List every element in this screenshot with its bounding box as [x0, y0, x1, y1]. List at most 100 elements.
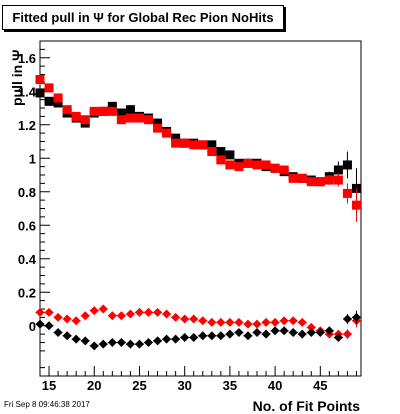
data-point-diamond: [243, 319, 253, 329]
data-point-diamond: [243, 331, 253, 341]
data-point-square: [53, 93, 63, 103]
data-points-group: [35, 74, 361, 351]
data-point-diamond: [144, 338, 154, 347]
data-point-diamond: [53, 327, 63, 337]
data-point-diamond: [44, 321, 54, 331]
data-point-diamond: [297, 329, 307, 339]
data-point-square: [116, 108, 126, 118]
data-point-diamond: [107, 311, 117, 321]
data-point-square: [171, 133, 181, 143]
data-point-square: [153, 118, 163, 128]
data-point-square: [171, 138, 181, 148]
data-point-diamond: [342, 314, 352, 324]
data-point-diamond: [162, 334, 172, 344]
x-axis-label: No. of Fit Points: [253, 398, 361, 414]
data-point-diamond: [252, 327, 262, 337]
x-tick-label: 15: [42, 378, 56, 393]
data-point-diamond: [189, 332, 199, 342]
y-tick-label: 1: [29, 151, 36, 166]
y-tick-label: 0.4: [18, 252, 37, 267]
data-point-diamond: [279, 326, 289, 336]
x-tick-label: 45: [313, 378, 327, 393]
data-point-square: [333, 165, 343, 175]
data-point-square: [89, 106, 99, 116]
data-point-diamond: [315, 327, 325, 337]
x-tick-label: 40: [268, 378, 282, 393]
data-point-square: [153, 123, 163, 133]
data-point-diamond: [180, 314, 190, 324]
data-point-diamond: [162, 309, 172, 319]
data-point-diamond: [153, 336, 163, 346]
data-point-diamond: [80, 336, 90, 346]
data-point-diamond: [116, 338, 126, 347]
data-point-square: [189, 140, 199, 150]
data-point-diamond: [89, 341, 99, 351]
y-tick-label: 1.4: [18, 84, 37, 99]
data-point-diamond: [351, 312, 361, 322]
datestamp: Fri Sep 8 09:46:38 2017: [4, 400, 90, 409]
x-tick-label: 25: [132, 378, 146, 393]
data-point-square: [44, 96, 54, 106]
data-point-square: [225, 150, 235, 160]
data-point-diamond: [80, 311, 90, 321]
data-point-diamond: [270, 317, 280, 327]
y-tick-label: 0.8: [18, 185, 36, 200]
data-point-square: [207, 140, 217, 150]
data-point-diamond: [261, 317, 271, 327]
data-point-square: [333, 175, 343, 185]
data-point-square: [207, 147, 217, 157]
data-point-diamond: [98, 304, 108, 314]
data-point-diamond: [342, 329, 352, 339]
data-point-square: [252, 160, 262, 170]
data-point-diamond: [62, 314, 72, 324]
data-point-square: [225, 160, 235, 170]
data-point-diamond: [107, 338, 117, 347]
data-point-diamond: [171, 334, 181, 344]
data-point-square: [306, 177, 316, 187]
data-point-diamond: [216, 331, 226, 341]
x-tick-label: 20: [87, 378, 101, 393]
data-point-diamond: [134, 339, 144, 349]
data-point-diamond: [252, 319, 262, 329]
data-point-diamond: [35, 307, 45, 317]
data-point-diamond: [189, 314, 199, 324]
y-tick-label: 1.2: [18, 118, 36, 133]
data-point-diamond: [207, 331, 217, 341]
data-point-square: [107, 101, 117, 111]
data-point-diamond: [261, 329, 271, 339]
data-point-diamond: [98, 339, 108, 349]
data-point-diamond: [35, 319, 45, 329]
data-point-diamond: [207, 317, 217, 327]
data-point-square: [98, 106, 108, 116]
data-point-square: [180, 138, 190, 148]
data-point-square: [134, 113, 144, 123]
y-tick-label: 0.6: [18, 218, 36, 233]
data-point-square: [279, 165, 289, 175]
data-point-square: [342, 188, 352, 198]
data-point-diamond: [44, 307, 54, 317]
data-point-square: [125, 113, 135, 123]
data-point-square: [261, 160, 271, 170]
data-point-square: [216, 155, 226, 165]
data-point-square: [107, 106, 117, 116]
data-point-diamond: [333, 332, 343, 342]
y-tick-label: 0: [29, 319, 36, 334]
data-point-square: [288, 173, 298, 183]
data-point-diamond: [153, 307, 163, 317]
data-point-diamond: [171, 312, 181, 322]
data-point-diamond: [279, 316, 289, 326]
data-point-diamond: [306, 322, 316, 332]
data-point-diamond: [71, 334, 81, 344]
data-point-square: [324, 175, 334, 185]
data-point-diamond: [89, 306, 99, 316]
data-point-square: [315, 177, 325, 187]
data-point-square: [351, 200, 361, 210]
axis-ticks-group: 15 20 25 30 35 40 45 0 0.2 0.4 0.6 0.8 1 1.2 1.4 1.6: [18, 40, 357, 393]
data-point-square: [234, 162, 244, 172]
data-point-square: [62, 105, 72, 115]
data-point-diamond: [144, 307, 154, 317]
data-point-diamond: [198, 316, 208, 326]
data-point-diamond: [225, 317, 235, 327]
